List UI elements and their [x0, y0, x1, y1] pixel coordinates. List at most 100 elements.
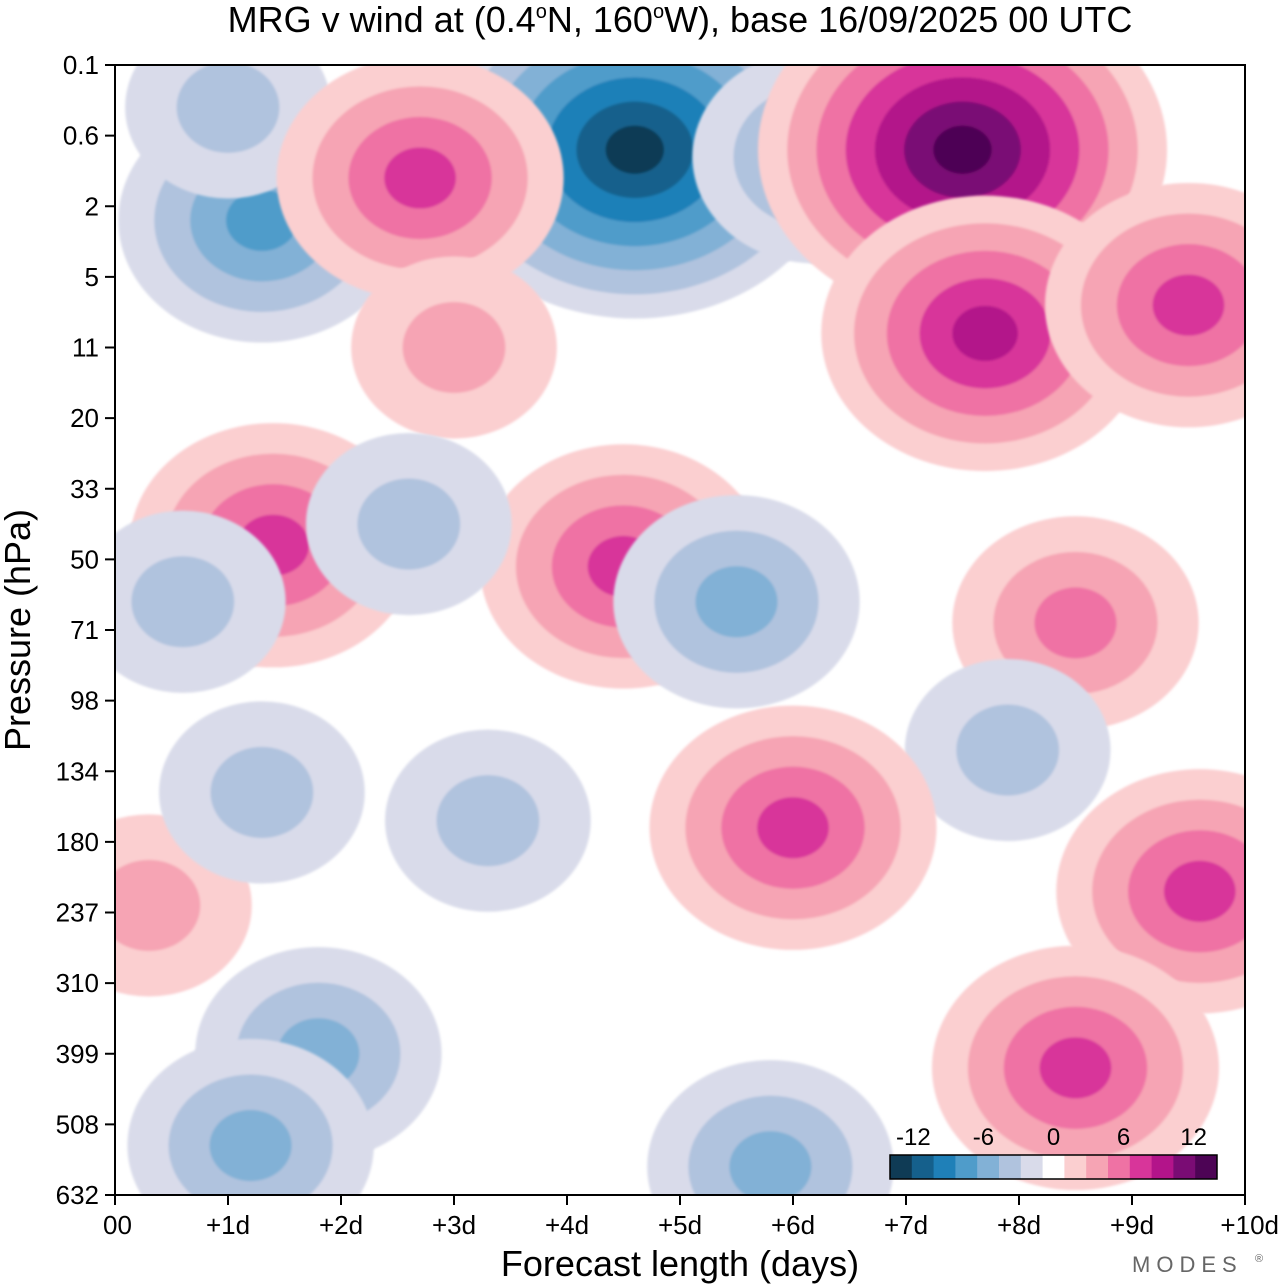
wind-anomaly-northerly [385, 729, 591, 912]
contour-band [1163, 860, 1236, 922]
colorbar-swatch [1151, 1155, 1174, 1179]
contour-band [1034, 587, 1117, 659]
colorbar-tick-label: -6 [973, 1124, 994, 1151]
contour-band [933, 125, 992, 174]
y-tick-label: 0.6 [63, 121, 99, 151]
contour-band [436, 775, 540, 867]
y-tick-label: 20 [70, 403, 99, 433]
x-tick-label: +8d [997, 1210, 1041, 1240]
contour-band [605, 125, 665, 174]
y-axis-title: Pressure (hPa) [0, 509, 38, 751]
brand-name: MODES [1132, 1252, 1243, 1277]
title-mid: N, 160 [547, 0, 653, 40]
colorbar-swatch [911, 1155, 935, 1179]
wind-anomaly-southerly [276, 65, 564, 301]
title-prefix: MRG v wind at (0.4 [228, 0, 536, 40]
plot-area [114, 64, 1246, 1196]
y-tick-label: 134 [56, 756, 99, 786]
brand-registered-mark: ® [1255, 1253, 1263, 1265]
x-tick-label: +6d [771, 1210, 815, 1240]
modes-logo: MODES ® [1132, 1252, 1263, 1277]
colorbar-swatch [890, 1155, 913, 1179]
y-tick-label: 632 [56, 1180, 99, 1210]
contour-band [952, 305, 1018, 361]
colorbar-swatch [1195, 1155, 1218, 1179]
contour-band [384, 147, 456, 209]
chart-title: MRG v wind at (0.4oN, 160oW), base 16/09… [228, 0, 1133, 40]
colorbar-frame [889, 1154, 1218, 1180]
colorbar-tick-label: 6 [1117, 1124, 1130, 1151]
colorbar-swatch [933, 1155, 956, 1179]
y-tick-label: 2 [85, 191, 99, 221]
colorbar-swatch [1064, 1155, 1087, 1179]
x-tick-label: 00 [103, 1210, 132, 1240]
wind-anomaly-southerly [1045, 182, 1245, 428]
y-tick-label: 180 [56, 827, 99, 857]
title-degree-sign: o [536, 1, 547, 23]
colorbar-swatch [955, 1155, 978, 1179]
x-tick-label: +5d [658, 1210, 702, 1240]
x-axis-title: Forecast length (days) [501, 1243, 859, 1284]
x-tick-label: +7d [884, 1210, 928, 1240]
colorbar-swatch [1108, 1155, 1131, 1179]
y-axis: 0.1 0.6 2 5 11 20 33 50 71 98 134 180 237 310 399 508 63… [56, 50, 115, 1210]
y-tick-label: 399 [56, 1039, 99, 1069]
x-tick-label: +3d [432, 1210, 476, 1240]
colorbar-tick-label: 0 [1047, 1124, 1060, 1151]
colorbar-swatch [1129, 1155, 1153, 1179]
contour-band [115, 859, 201, 951]
contour-band [357, 478, 461, 570]
colorbar-swatch [977, 1155, 1000, 1179]
x-tick-label: +4d [545, 1210, 589, 1240]
colorbar-swatch [999, 1155, 1022, 1179]
y-tick-label: 50 [70, 544, 99, 574]
wind-anomaly-southerly [649, 705, 937, 950]
colorbar-swatch [1042, 1155, 1065, 1179]
colorbar-tick-label: -12 [896, 1124, 931, 1151]
title-suffix: W), base 16/09/2025 00 UTC [664, 0, 1132, 40]
wind-anomaly-northerly [115, 510, 286, 693]
wind-anomaly-northerly [647, 1060, 894, 1195]
contour-band [1152, 274, 1225, 336]
colorbar-swatch [1020, 1155, 1044, 1179]
x-tick-label: +2d [319, 1210, 363, 1240]
contour-band [729, 1131, 812, 1195]
wind-anomaly-southerly [931, 945, 1220, 1191]
x-tick-label: +1d [206, 1210, 250, 1240]
y-tick-label: 71 [70, 615, 99, 645]
y-tick-label: 5 [85, 262, 99, 292]
contour-band [956, 704, 1060, 796]
svg-text:MRG v wind at (0.4oN, 160oW),: MRG v wind at (0.4oN, 160oW), base 16/09… [228, 0, 1133, 40]
colorbar: -12 -6 0 6 12 [889, 1124, 1218, 1180]
contour-band [1039, 1037, 1112, 1099]
wind-field-layer [115, 65, 1245, 1195]
y-tick-label: 33 [70, 474, 99, 504]
wind-anomaly-northerly [305, 432, 512, 616]
contour-band [695, 566, 778, 638]
wind-anomaly-northerly [127, 1038, 374, 1195]
title-degree-sign: o [653, 1, 664, 23]
wind-anomaly-northerly [159, 701, 365, 884]
contour-band [226, 189, 298, 251]
y-tick-label: 237 [56, 898, 99, 928]
wind-anomaly-southerly [351, 256, 557, 439]
contour-band [757, 797, 829, 859]
wind-anomaly-southerly [952, 516, 1199, 730]
colorbar-tick-label: 12 [1180, 1124, 1207, 1151]
contour-band [176, 65, 280, 153]
wind-anomaly-northerly [613, 495, 860, 709]
y-tick-label: 310 [56, 968, 99, 998]
x-tick-label: +9d [1110, 1210, 1154, 1240]
x-axis: 00 +1d +2d +3d +4d +5d +6d +7d +8d +9d +10d [103, 1195, 1279, 1240]
colorbar-swatch [1173, 1155, 1196, 1179]
contour-band [209, 1110, 292, 1182]
y-tick-label: 98 [70, 686, 99, 716]
y-tick-label: 508 [56, 1109, 99, 1139]
y-tick-label: 11 [72, 333, 99, 363]
contour-band [402, 301, 506, 394]
contour-band [210, 746, 314, 838]
x-tick-label: +10d [1220, 1210, 1279, 1240]
wind-anomaly-northerly [904, 658, 1111, 842]
y-tick-label: 0.1 [63, 50, 99, 80]
